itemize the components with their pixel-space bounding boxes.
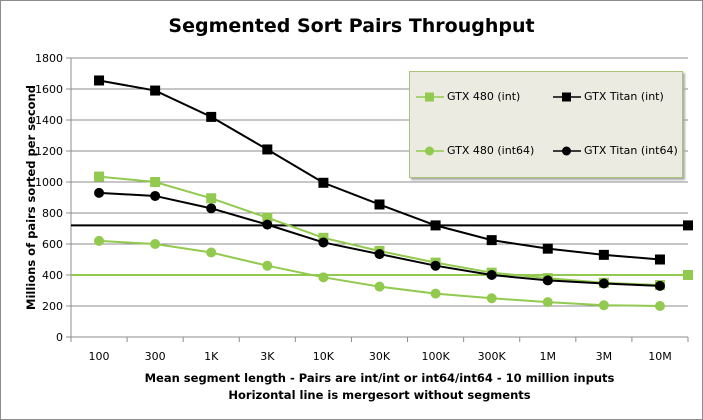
data-point	[206, 247, 217, 258]
x-axis-note: Horizontal line is mergesort without seg…	[228, 388, 530, 402]
reference-line-marker	[683, 270, 693, 280]
legend-label: GTX Titan (int)	[584, 90, 664, 103]
y-axis-label: Millions of pairs sorted per second	[24, 85, 38, 310]
legend-circle-marker-icon	[553, 146, 581, 155]
y-tick-label: 1000	[35, 176, 63, 189]
data-point	[318, 177, 329, 188]
x-tick-label: 10K	[313, 350, 335, 363]
data-point	[318, 272, 329, 283]
data-point	[94, 187, 105, 198]
legend-item-titan-int64: GTX Titan (int64)	[553, 144, 678, 157]
legend-square-marker-icon	[416, 92, 444, 101]
data-point	[206, 203, 217, 214]
y-tick-label: 200	[42, 300, 63, 313]
x-axis-label: Mean segment length - Pairs are int/int …	[145, 371, 615, 385]
data-point	[486, 235, 497, 246]
x-tick-label: 1M	[540, 350, 557, 363]
x-tick-label: 10M	[648, 350, 672, 363]
y-tick-label: 0	[56, 331, 63, 344]
data-point	[654, 254, 665, 265]
data-point	[598, 278, 609, 289]
y-tick-label: 1600	[35, 83, 63, 96]
x-tick-label: 1K	[204, 350, 219, 363]
x-tick-label: 300	[145, 350, 166, 363]
data-point	[486, 270, 497, 280]
y-tick-label: 1200	[35, 145, 63, 158]
y-tick-label: 1800	[35, 52, 63, 65]
y-tick-label: 400	[42, 269, 63, 282]
data-point	[262, 260, 273, 271]
data-point	[486, 293, 497, 304]
series-line	[98, 175, 660, 287]
legend-label: GTX Titan (int64)	[584, 144, 678, 157]
data-point	[598, 249, 609, 260]
data-point	[542, 243, 553, 254]
data-point	[206, 193, 217, 204]
data-point	[262, 212, 273, 223]
chart-title: Segmented Sort Pairs Throughput	[168, 15, 535, 37]
x-tick-label: 100	[89, 350, 110, 363]
data-point	[150, 239, 161, 249]
x-tick-label: 3M	[596, 350, 613, 363]
legend-circle-marker-icon	[416, 146, 444, 155]
x-tick-label: 300K	[478, 350, 507, 363]
data-point	[94, 235, 105, 246]
data-point	[430, 288, 441, 299]
data-point	[598, 300, 609, 311]
data-point	[430, 220, 441, 231]
data-point	[430, 260, 441, 271]
legend-label: GTX 480 (int)	[447, 90, 521, 103]
legend-item-gtx480-int: GTX 480 (int)	[416, 90, 520, 103]
legend-item-gtx480-int64: GTX 480 (int64)	[416, 144, 534, 157]
data-point	[374, 199, 385, 210]
data-point	[654, 280, 665, 291]
y-tick-label: 600	[42, 238, 63, 251]
reference-line-marker	[683, 220, 693, 231]
data-point	[542, 297, 553, 308]
data-point	[206, 111, 217, 122]
y-tick-label: 1400	[35, 114, 63, 127]
legend-item-titan-int: GTX Titan (int)	[553, 90, 664, 103]
data-point	[374, 281, 385, 292]
y-tick-label: 800	[42, 207, 63, 220]
data-point	[654, 301, 665, 311]
x-tick-label: 30K	[369, 350, 391, 363]
data-point	[374, 249, 385, 260]
data-point	[542, 275, 553, 286]
data-point	[150, 190, 161, 201]
data-point	[94, 171, 105, 182]
x-tick-label: 100K	[421, 350, 450, 363]
legend-square-marker-icon	[553, 92, 581, 101]
data-point	[150, 85, 161, 96]
legend-label: GTX 480 (int64)	[447, 144, 535, 157]
data-point	[262, 144, 273, 155]
data-point	[150, 177, 161, 187]
data-point	[94, 75, 105, 86]
legend: GTX 480 (int) GTX Titan (int) GTX 480 (i…	[409, 71, 683, 178]
x-tick-label: 3K	[260, 350, 275, 363]
data-point	[262, 219, 273, 230]
data-point	[318, 237, 329, 248]
